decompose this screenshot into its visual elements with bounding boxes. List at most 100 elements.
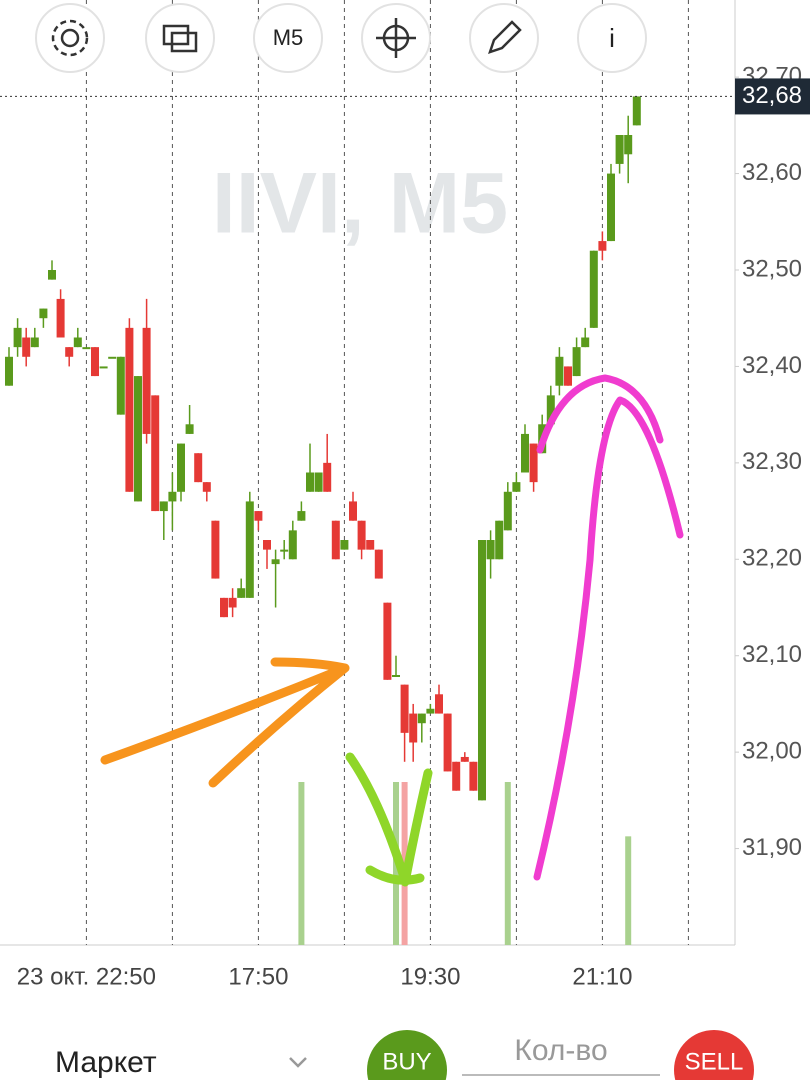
pink-curve xyxy=(533,374,684,881)
last-price-label: 32,68 xyxy=(742,82,802,109)
candle-body xyxy=(48,270,56,280)
settings-button[interactable] xyxy=(35,3,105,73)
candle-body xyxy=(546,395,555,425)
y-tick-label: 32,10 xyxy=(742,641,802,668)
candle-body xyxy=(512,482,521,492)
candle-body xyxy=(314,472,323,492)
candle-body xyxy=(194,453,203,483)
candle-body xyxy=(340,540,349,550)
candle-body xyxy=(589,250,598,328)
candle-body xyxy=(228,597,237,608)
y-tick-label: 32,00 xyxy=(742,737,802,764)
info-button[interactable] xyxy=(577,3,647,73)
candle-body xyxy=(82,347,91,350)
candle-body xyxy=(323,462,332,492)
x-tick-label: 21:10 xyxy=(572,963,632,990)
candle-body xyxy=(108,356,117,359)
candle-body xyxy=(632,96,641,126)
candle-body xyxy=(435,694,443,714)
dropdown-chevron xyxy=(289,1057,307,1068)
candle-body xyxy=(237,588,246,598)
watermark: IIVI, M5 xyxy=(212,156,508,252)
candle-body xyxy=(357,520,366,550)
quantity-input[interactable]: Кол-во xyxy=(514,1034,607,1067)
sell-button[interactable] xyxy=(674,1030,754,1080)
y-tick-label: 32,20 xyxy=(742,545,802,572)
candle-body xyxy=(460,756,469,762)
candle-body xyxy=(73,337,82,348)
candle-body xyxy=(306,472,314,492)
candle-body xyxy=(400,684,409,733)
candle-body xyxy=(91,347,99,377)
green-arrow xyxy=(345,752,433,887)
y-tick-label: 31,90 xyxy=(742,834,802,861)
candle-body xyxy=(555,356,564,386)
candle-body xyxy=(245,501,254,598)
order-type[interactable]: Маркет xyxy=(55,1046,157,1079)
candle-body xyxy=(177,443,185,492)
candle-body xyxy=(417,713,426,724)
volume-bar xyxy=(504,782,511,945)
candle-body xyxy=(615,135,624,164)
candle-body xyxy=(142,327,151,434)
volume-bar xyxy=(625,836,632,945)
buy-label: BUY xyxy=(382,1048,431,1075)
candle-body xyxy=(297,511,306,521)
candle-body xyxy=(564,366,572,386)
candle-body xyxy=(271,559,280,565)
buy-button[interactable] xyxy=(367,1030,447,1080)
candle-body xyxy=(202,482,211,492)
candle-body xyxy=(185,424,194,434)
period-label: M5 xyxy=(273,25,304,50)
candle-body xyxy=(469,761,478,791)
candle-body xyxy=(151,395,160,512)
candle-body xyxy=(529,443,538,483)
candle-body xyxy=(624,135,633,155)
x-tick-label: 19:30 xyxy=(400,963,460,990)
candle-body xyxy=(426,708,435,714)
candle-body xyxy=(30,337,39,348)
draw-button[interactable] xyxy=(469,3,539,73)
volume-bar xyxy=(298,782,305,945)
candle-body xyxy=(288,530,297,560)
candle-body xyxy=(211,520,220,579)
candle-body xyxy=(39,308,48,319)
candle-body xyxy=(159,501,168,512)
candle-body xyxy=(13,327,22,348)
candle-body xyxy=(392,675,400,677)
candle-body xyxy=(5,356,13,386)
candle-body xyxy=(521,433,529,473)
y-tick-label: 32,60 xyxy=(742,159,802,186)
sell-label: SELL xyxy=(685,1048,744,1075)
candle-body xyxy=(598,241,607,251)
period-button[interactable] xyxy=(253,3,323,73)
candle-body xyxy=(495,520,504,560)
candle-body xyxy=(134,376,142,502)
x-tick-label: 17:50 xyxy=(228,963,288,990)
candle-body xyxy=(581,337,590,348)
annotations xyxy=(100,374,684,887)
candle-body xyxy=(349,501,357,521)
candle-body xyxy=(254,511,263,521)
candle-body xyxy=(263,540,271,550)
info-label: i xyxy=(609,23,615,53)
x-tick-label: 23 окт. 22:50 xyxy=(17,963,156,990)
candle-body xyxy=(99,366,108,369)
candle-body xyxy=(116,356,125,415)
plot: 23 окт. 22:50 17:50 19:30 21:10 31,90 32,00 32… xyxy=(0,0,810,990)
candle-body xyxy=(478,540,486,801)
candle-body xyxy=(280,549,289,552)
candle-body xyxy=(486,540,495,560)
candle-body xyxy=(383,602,392,680)
candle-body xyxy=(331,520,340,560)
toolbar-icons xyxy=(51,18,522,58)
layers-button[interactable] xyxy=(145,3,215,73)
toolbar xyxy=(35,3,647,73)
y-tick-label: 32,50 xyxy=(742,255,802,282)
candle-body xyxy=(56,298,65,338)
candle-body xyxy=(443,713,452,772)
candle-body xyxy=(220,597,228,618)
candle-body xyxy=(366,540,375,550)
candle-body xyxy=(65,347,74,357)
